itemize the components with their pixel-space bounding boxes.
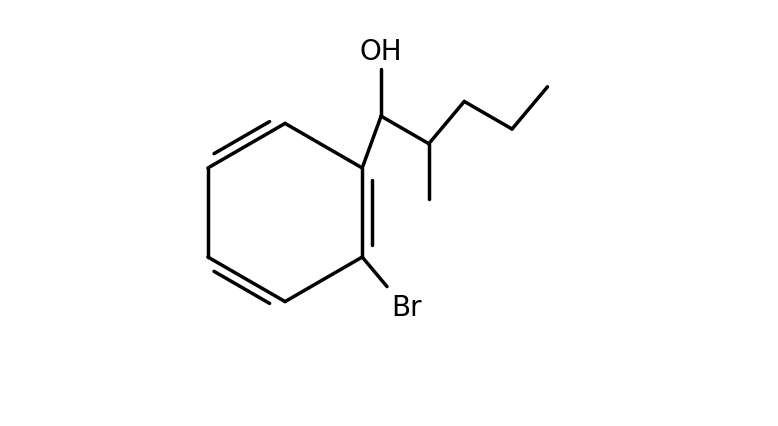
Text: Br: Br [391,293,422,321]
Text: OH: OH [359,38,402,66]
